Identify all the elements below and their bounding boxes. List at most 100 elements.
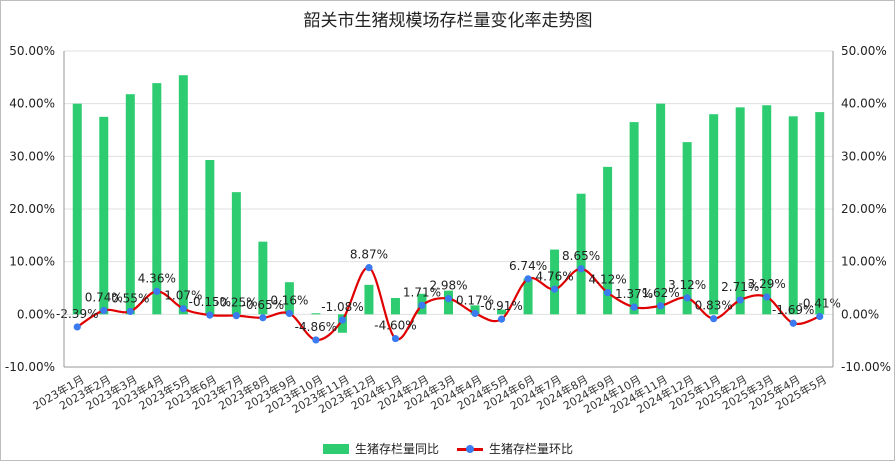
legend: 生猪存栏量同比 生猪存栏量环比: [0, 440, 896, 457]
data-label: 4.12%: [589, 273, 627, 287]
y-tick-label-right: 50.00%: [841, 44, 887, 58]
axis-layer: -10.00% 0.00% 10.00% 20.00% 30.00% 40.00% 50.0…: [5, 44, 891, 416]
line-point: [285, 309, 293, 318]
line-point: [789, 319, 797, 327]
data-label: 1.37%: [615, 287, 653, 301]
line-point: [471, 309, 479, 318]
line-point: [259, 314, 267, 322]
y-tick-label-right: 40.00%: [841, 97, 887, 111]
data-label: 2.98%: [429, 279, 467, 293]
data-label: -2.39%: [56, 307, 98, 321]
legend-item-line[interactable]: 生猪存栏量环比: [457, 440, 573, 457]
line-point: [206, 311, 214, 319]
y-tick-label-left: 10.00%: [9, 255, 55, 269]
data-label: 3.12%: [668, 278, 706, 292]
y-tick-label-left: -10.00%: [5, 360, 55, 374]
labels-layer: -2.39%0.74%0.55%4.36%1.07%-0.15%-0.25%-0…: [56, 248, 841, 334]
data-label: -0.91%: [480, 299, 522, 313]
data-label: 0.74%: [85, 290, 123, 304]
bar: [284, 282, 294, 315]
bar: [178, 75, 188, 315]
legend-item-bar[interactable]: 生猪存栏量同比: [322, 440, 439, 457]
line-point: [179, 305, 187, 313]
bar: [125, 94, 135, 315]
line-point: [604, 289, 612, 297]
data-label: 0.83%: [695, 299, 733, 313]
y-tick-label-left: 50.00%: [9, 44, 55, 58]
y-tick-label-left: 40.00%: [9, 97, 55, 111]
bar: [656, 103, 666, 315]
line-point: [497, 315, 506, 323]
y-tick-label-right: 10.00%: [841, 255, 887, 269]
data-label: -1.69%: [772, 303, 814, 317]
bar: [550, 249, 560, 315]
bar: [629, 122, 639, 315]
data-label: -1.08%: [321, 300, 363, 314]
y-tick-label-right: -10.00%: [841, 360, 891, 374]
bar: [576, 193, 586, 315]
data-label: -4.60%: [374, 319, 416, 333]
bar: [815, 112, 825, 315]
data-label: -0.15%: [189, 295, 231, 309]
data-label: 0.16%: [270, 293, 308, 307]
data-label: -4.86%: [295, 320, 337, 334]
y-tick-label-right: 30.00%: [841, 149, 887, 163]
line-point: [444, 295, 453, 303]
bar: [523, 278, 533, 315]
legend-line-swatch: [457, 443, 483, 455]
data-label: 4.76%: [536, 269, 574, 283]
bar: [205, 160, 215, 315]
line-point: [550, 285, 559, 293]
y-tick-label-left: 20.00%: [9, 202, 55, 216]
data-label: 1.62%: [642, 286, 680, 300]
data-label: -0.65%: [242, 298, 284, 312]
bar: [762, 105, 772, 315]
data-label: 2.71%: [721, 280, 759, 294]
line-point: [365, 264, 373, 272]
y-tick-label-right: 0.00%: [841, 307, 879, 321]
legend-bar-label: 生猪存栏量同比: [354, 442, 439, 456]
line-point: [710, 315, 718, 323]
bar: [72, 103, 82, 315]
bar: [682, 142, 692, 315]
line-point: [736, 296, 744, 304]
line-point: [630, 303, 638, 311]
line-point: [524, 275, 532, 283]
data-label: 8.65%: [562, 249, 600, 263]
bar: [231, 192, 241, 315]
bar: [735, 107, 745, 315]
bar: [709, 114, 719, 315]
chart-title: 韶关市生猪规模场存栏量变化率走势图: [303, 11, 593, 31]
bar: [497, 309, 507, 315]
line-point: [391, 334, 400, 343]
line-point: [338, 316, 347, 324]
bar: [603, 166, 613, 315]
data-label: 4.36%: [138, 271, 176, 285]
line-point: [73, 323, 81, 331]
line-point: [763, 293, 771, 301]
y-tick-label-left: 30.00%: [9, 149, 55, 163]
line-point: [100, 306, 108, 315]
bar: [788, 116, 798, 315]
bar: [311, 313, 321, 315]
line-point: [312, 336, 320, 344]
line-layer: [73, 264, 824, 344]
bar: [152, 83, 162, 315]
bar: [258, 241, 268, 315]
data-label: 1.07%: [164, 289, 202, 303]
line-point: [816, 312, 824, 321]
data-label: -0.25%: [215, 296, 257, 310]
bar: [99, 116, 109, 315]
data-label: 8.87%: [350, 248, 388, 262]
legend-line-label: 生猪存栏量环比: [489, 442, 574, 456]
line-point: [683, 294, 691, 302]
data-label: 6.74%: [509, 259, 547, 273]
bar: [444, 290, 453, 315]
line-point: [126, 307, 134, 316]
line-point: [232, 312, 240, 320]
line-point: [657, 302, 665, 310]
line-point: [418, 301, 426, 309]
line-point: [153, 287, 161, 295]
